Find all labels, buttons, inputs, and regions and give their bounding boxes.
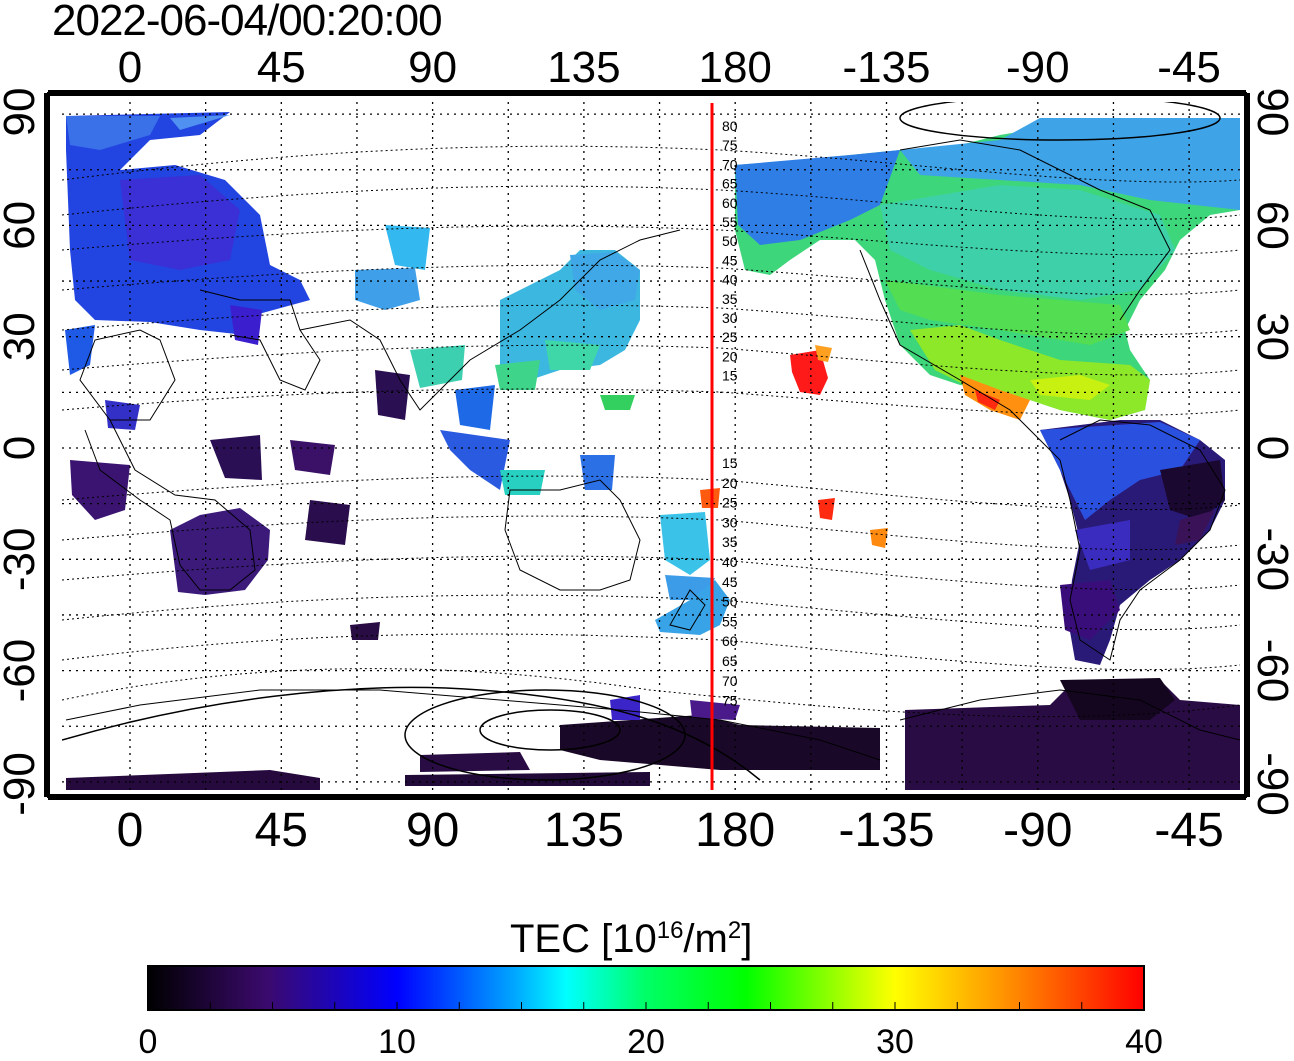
lat-tick-left--30: -30 [0,528,44,592]
contour-label-s70: 70 [722,673,738,689]
timestamp-title: 2022-06-04/00:20:00 [52,0,443,45]
contour-label-n80: 80 [722,118,738,134]
map-border-right [1244,93,1250,797]
coastlines [65,139,1240,761]
contour-label-s55: 55 [722,613,738,629]
contour-label-n60: 60 [722,195,738,211]
lat-tick-left--90: -90 [0,752,44,816]
contour-labels-north: 80 75 70 65 60 55 50 45 40 35 30 25 20 15 [722,118,738,384]
contour-label-n65: 65 [722,176,738,192]
colorbar-label-30: 30 [876,1023,914,1061]
contour-label-s50: 50 [722,594,738,610]
lon-tick-bottom--90: -90 [1003,804,1072,857]
magnetic-contours-solid [62,102,1221,781]
lon-tick-top-135: 135 [547,43,620,92]
lon-tick-bottom-135: 135 [544,804,624,857]
lat-tick-right-60: 60 [1248,201,1294,250]
lon-tick-top-90: 90 [408,43,457,92]
lat-tick-right-90: 90 [1248,88,1294,137]
contour-label-n70: 70 [722,156,738,172]
contour-label-s45: 45 [722,574,738,590]
lat-ticks-left: 90 60 30 0 -30 -60 -90 [0,88,44,816]
lon-tick-top-45: 45 [257,43,306,92]
lon-tick-top-0: 0 [118,43,142,92]
contour-label-n15: 15 [722,368,738,384]
map-border-left [44,93,50,797]
contour-labels-south: 15 20 25 30 35 40 45 50 55 60 65 70 75 [722,455,738,709]
lat-tick-right--90: -90 [1248,752,1294,816]
contour-label-s25: 25 [722,495,738,511]
lat-tick-left--60: -60 [0,639,44,703]
contour-label-n20: 20 [722,348,738,364]
contour-label-s35: 35 [722,534,738,550]
colorbar-label-10: 10 [378,1023,416,1061]
colorbar-title: TEC [1016/m2] [510,917,753,961]
colorbar-label-0: 0 [138,1023,158,1061]
contour-label-s60: 60 [722,633,738,649]
contour-label-n45: 45 [722,252,738,268]
lat-tick-right--60: -60 [1248,639,1294,703]
lat-tick-left-30: 30 [0,312,44,361]
map-border-bottom [48,794,1246,800]
lat-lon-grid [62,102,1240,790]
colorbar-ticks [209,1002,1083,1010]
contour-label-n75: 75 [722,137,738,153]
contour-label-s75: 75 [722,693,738,709]
lon-ticks-top: 0 45 90 135 180 -135 -90 -45 [118,43,1221,92]
lat-tick-right-0: 0 [1248,436,1294,460]
lon-tick-bottom-45: 45 [255,804,308,857]
contour-label-s40: 40 [722,554,738,570]
lon-tick-bottom-90: 90 [406,804,459,857]
lat-tick-left-60: 60 [0,201,44,250]
lon-tick-bottom-0: 0 [117,804,144,857]
lat-tick-left-90: 90 [0,88,44,137]
map-border-top [48,90,1246,96]
contour-label-n50: 50 [722,233,738,249]
lat-tick-right--30: -30 [1248,528,1294,592]
contour-label-s20: 20 [722,475,738,491]
lon-tick-top--90: -90 [1006,43,1070,92]
lon-tick-bottom-180: 180 [695,804,775,857]
tec-data-layer [65,112,1240,790]
contour-label-s30: 30 [722,514,738,530]
lon-ticks-bottom: 0 45 90 135 180 -135 -90 -45 [117,804,1224,857]
lon-tick-bottom--45: -45 [1154,804,1223,857]
lat-ticks-right: 90 60 30 0 -30 -60 -90 [1248,88,1294,816]
lon-tick-top--45: -45 [1157,43,1221,92]
contour-label-n35: 35 [722,291,738,307]
contour-label-n30: 30 [722,310,738,326]
colorbar-label-40: 40 [1125,1023,1163,1061]
lat-tick-right-30: 30 [1248,312,1294,361]
contour-label-n55: 55 [722,214,738,230]
contour-label-s65: 65 [722,653,738,669]
contour-label-n40: 40 [722,272,738,288]
contour-label-n25: 25 [722,329,738,345]
lon-tick-bottom--135: -135 [838,804,934,857]
lon-tick-top-180: 180 [698,43,771,92]
colorbar-label-20: 20 [627,1023,665,1061]
lat-tick-left-0: 0 [0,436,44,460]
lon-tick-top--135: -135 [842,43,930,92]
contour-label-s15: 15 [722,455,738,471]
